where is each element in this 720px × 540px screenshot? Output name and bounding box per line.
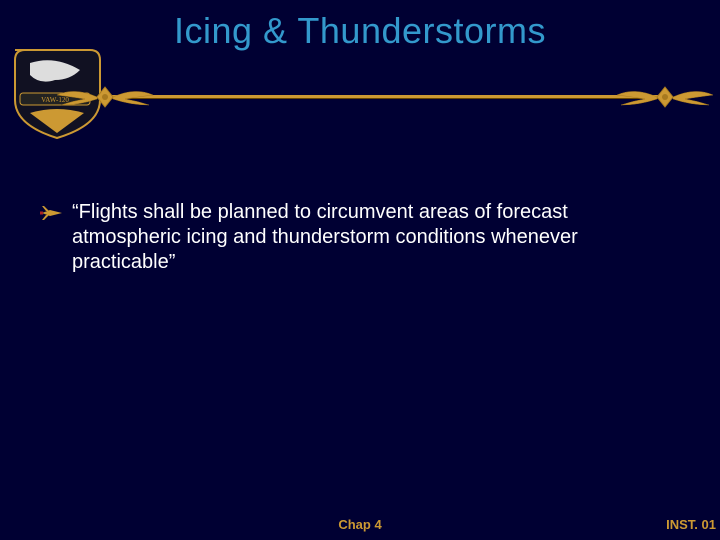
jet-bullet-icon	[40, 204, 62, 222]
bullet-item: “Flights shall be planned to circumvent …	[40, 200, 660, 275]
footer-chapter: Chap 4	[0, 517, 720, 532]
slide-title: Icing & Thunderstorms	[0, 10, 720, 52]
divider-line	[100, 95, 670, 98]
footer-code: INST. 01	[666, 517, 716, 532]
aviator-wings-right-icon	[615, 83, 715, 111]
bullet-text: “Flights shall be planned to circumvent …	[72, 200, 660, 275]
title-divider: VAW-120	[0, 75, 720, 135]
aviator-wings-left-icon	[55, 83, 155, 111]
